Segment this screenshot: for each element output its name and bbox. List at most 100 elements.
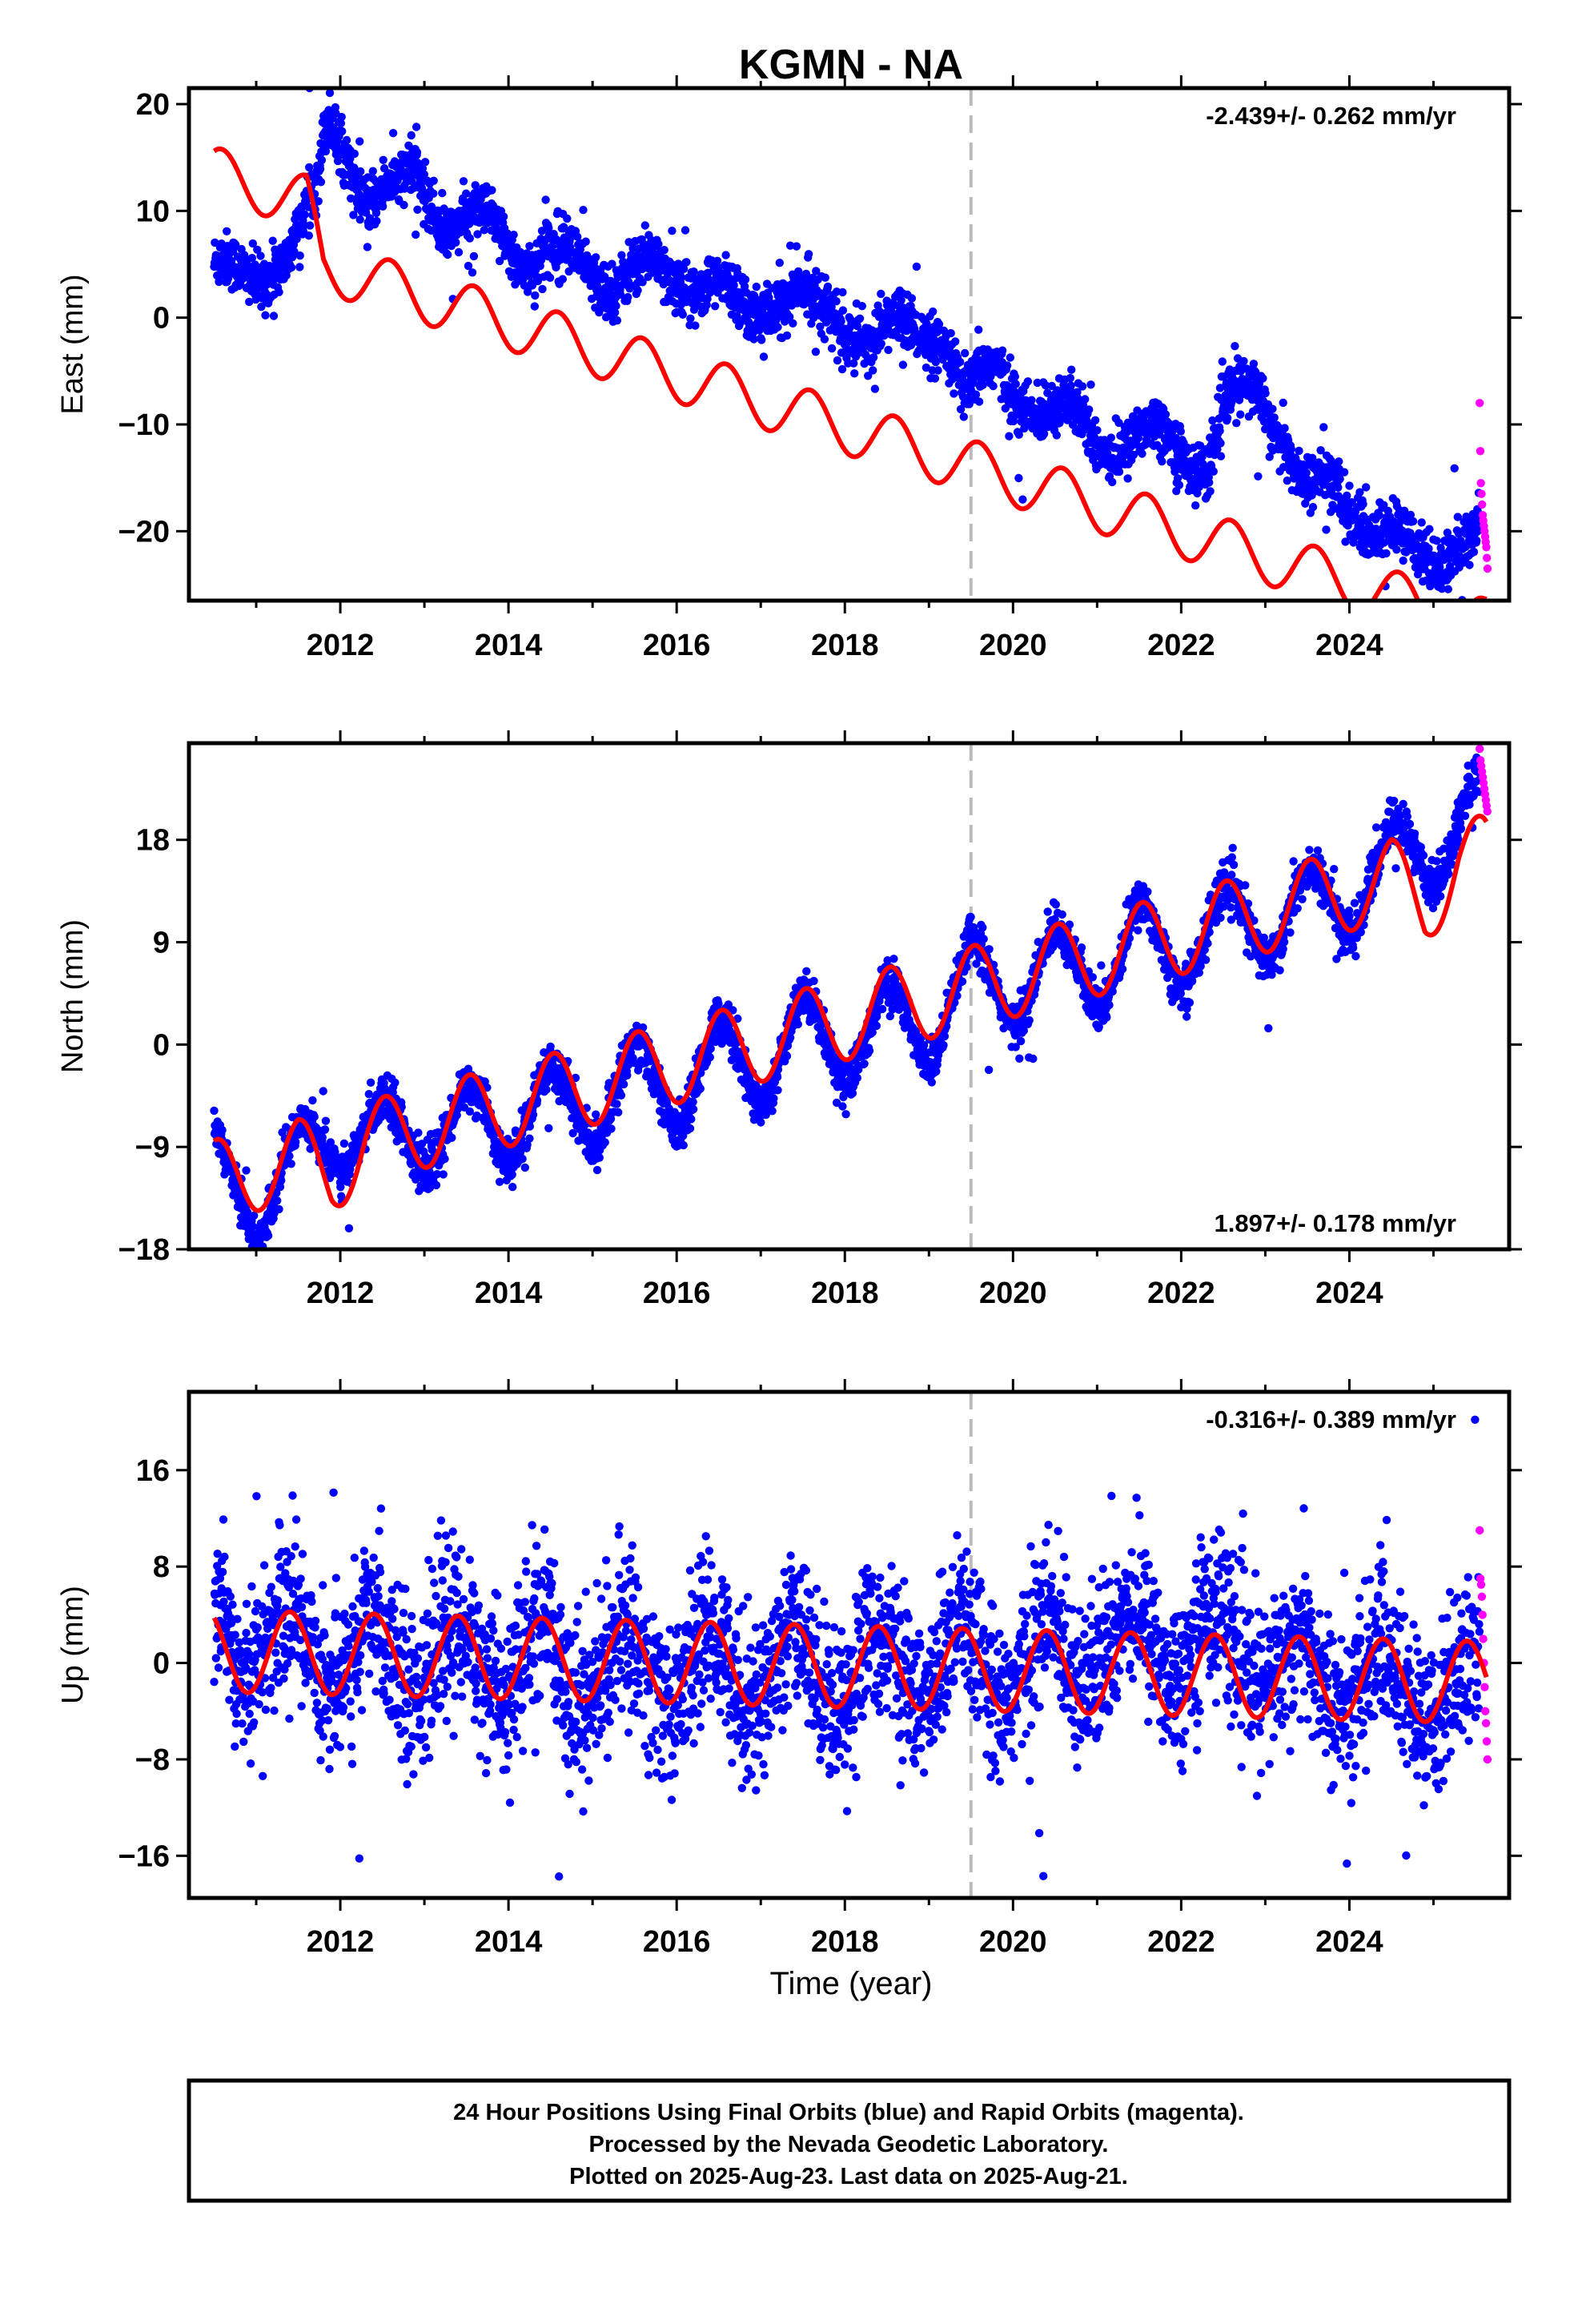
final-orbit-point (950, 389, 958, 398)
final-orbit-point (1011, 380, 1020, 388)
final-orbit-point (508, 1170, 516, 1180)
final-orbit-point (929, 307, 938, 316)
final-orbit-point (687, 1115, 696, 1124)
final-orbit-point (420, 158, 430, 167)
final-orbit-point (363, 243, 372, 251)
final-orbit-point (592, 253, 600, 262)
final-orbit-point (884, 345, 893, 355)
final-orbit-point (299, 221, 308, 230)
final-orbit-point (530, 302, 539, 311)
final-orbit-point (749, 291, 759, 300)
final-orbit-point (347, 194, 355, 203)
final-orbit-point (640, 221, 649, 230)
final-orbit-point (1268, 404, 1277, 413)
final-orbit-point (1002, 361, 1012, 370)
final-orbit-point (342, 135, 351, 145)
final-orbit-point (546, 1042, 555, 1051)
final-orbit-point (782, 331, 792, 340)
final-orbit-point (677, 273, 686, 282)
final-orbit-point (573, 232, 582, 241)
y-tick-label: −10 (118, 408, 170, 442)
final-orbit-point (1231, 342, 1239, 351)
final-orbit-point (849, 359, 858, 368)
final-orbit-point (1382, 549, 1391, 558)
y-tick-label: −20 (118, 515, 170, 549)
final-orbit-point (379, 155, 387, 164)
final-orbit-point (775, 259, 784, 267)
final-orbit-point (1443, 585, 1453, 593)
final-orbit-point (714, 999, 723, 1008)
final-orbit-point (1343, 491, 1351, 501)
final-orbit-point (344, 1224, 354, 1233)
final-orbit-point (231, 240, 240, 249)
rapid-orbit-point (1483, 553, 1492, 562)
final-orbit-point (1450, 464, 1459, 472)
final-orbit-point (581, 237, 590, 246)
rapid-orbit-point (1482, 543, 1491, 552)
figure-title: KGMN - NA (739, 42, 963, 88)
final-orbit-point (349, 211, 358, 219)
final-orbit-point (855, 314, 865, 323)
final-orbit-point (318, 1133, 327, 1142)
x-tick-label: 2014 (475, 629, 543, 662)
final-orbit-point (468, 268, 477, 277)
final-orbit-point (1106, 433, 1116, 442)
final-orbit-point (682, 258, 691, 267)
final-orbit-point (563, 214, 572, 223)
final-orbit-point (336, 119, 345, 128)
final-orbit-point (816, 322, 825, 331)
final-orbit-point (542, 1085, 551, 1094)
final-orbit-point (1039, 429, 1049, 438)
final-orbit-point (1027, 396, 1036, 404)
final-orbit-point (633, 286, 642, 295)
final-orbit-point (454, 247, 464, 257)
final-orbit-point (287, 1160, 295, 1168)
final-orbit-point (350, 149, 359, 159)
final-orbit-point (518, 1154, 527, 1164)
final-orbit-point (1335, 457, 1343, 466)
final-orbit-point (304, 231, 313, 240)
final-orbit-point (689, 1097, 697, 1107)
final-orbit-point (617, 251, 626, 259)
x-tick-label: 2020 (979, 629, 1047, 662)
final-orbit-point (1010, 372, 1020, 381)
final-orbit-point (616, 1091, 626, 1100)
final-orbit-point (257, 302, 266, 312)
final-orbit-point (1014, 430, 1024, 439)
final-orbit-point (1223, 413, 1232, 423)
final-orbit-point (619, 1080, 628, 1089)
final-orbit-point (1209, 467, 1219, 476)
final-orbit-point (1215, 426, 1224, 436)
final-orbit-point (706, 1044, 715, 1053)
final-orbit-point (1138, 449, 1146, 458)
final-orbit-point (610, 308, 620, 317)
final-orbit-point (827, 303, 836, 312)
final-orbit-point (838, 306, 848, 315)
final-orbit-point (248, 239, 257, 248)
final-orbit-point (568, 1128, 577, 1138)
final-orbit-point (365, 214, 375, 223)
final-orbit-point (448, 1133, 456, 1142)
final-orbit-point (792, 242, 801, 251)
final-orbit-point (480, 226, 488, 235)
final-orbit-point (1261, 388, 1270, 398)
final-orbit-point (471, 181, 480, 190)
final-orbit-point (1417, 518, 1426, 527)
final-orbit-point (595, 1153, 604, 1162)
final-orbit-point (678, 310, 687, 319)
final-orbit-point (356, 167, 365, 176)
final-orbit-point (285, 1152, 294, 1160)
final-orbit-point (1005, 432, 1014, 440)
final-orbit-point (300, 210, 309, 219)
final-orbit-point (388, 129, 398, 138)
final-orbit-point (275, 1204, 283, 1214)
final-orbit-point (372, 216, 381, 226)
final-orbit-point (823, 282, 833, 292)
final-orbit-point (607, 1124, 616, 1133)
final-orbit-point (337, 112, 346, 122)
final-orbit-point (1216, 452, 1226, 460)
final-orbit-point (256, 251, 265, 260)
final-orbit-point (1018, 495, 1027, 504)
final-orbit-point (832, 297, 841, 306)
